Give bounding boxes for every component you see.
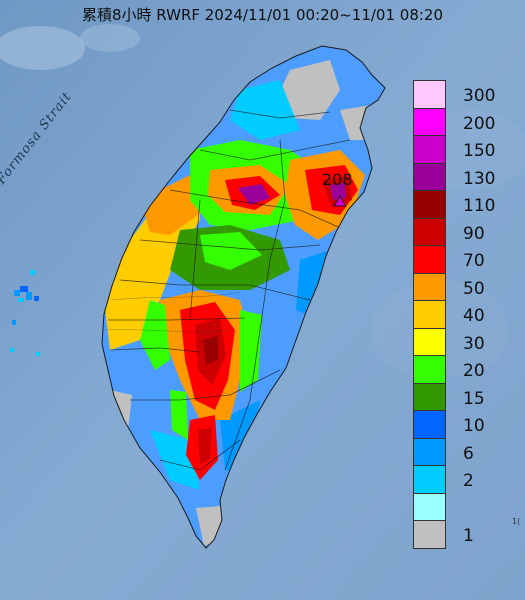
legend-label: 15 <box>463 388 485 409</box>
legend-swatch <box>413 217 446 246</box>
legend-swatch <box>413 190 446 219</box>
legend-label: 10 <box>463 416 485 436</box>
legend-label: 2 <box>463 471 474 491</box>
legend-swatch <box>413 300 446 329</box>
legend-label: 1 <box>463 526 474 546</box>
legend-label: 6 <box>463 443 474 464</box>
legend-swatch <box>413 465 446 494</box>
legend-label: 70 <box>463 251 485 271</box>
legend-swatch <box>413 162 446 191</box>
legend-swatch <box>413 492 446 521</box>
legend-swatch <box>413 382 446 411</box>
legend-label: 40 <box>463 306 485 326</box>
legend-label: 150 <box>463 141 496 161</box>
legend-label: 30 <box>463 333 485 354</box>
island-outline <box>101 45 386 549</box>
legend-label: 20 <box>463 361 485 381</box>
legend-label: 200 <box>463 113 496 134</box>
corner-label: 1( <box>512 517 521 526</box>
legend-swatch <box>413 437 446 466</box>
legend-swatch <box>413 410 446 439</box>
legend-label: 130 <box>463 168 496 189</box>
legend-swatch <box>413 327 446 356</box>
legend-swatch <box>413 135 446 164</box>
legend-swatch <box>413 80 446 109</box>
legend-label: 300 <box>463 86 496 106</box>
legend-swatch <box>413 355 446 384</box>
map-title: 累積8小時 RWRF 2024/11/01 00:20~11/01 08:20 <box>81 6 444 24</box>
legend-swatch <box>413 245 446 274</box>
legend-swatch <box>413 107 446 136</box>
max-value-label: 208 <box>322 170 353 189</box>
legend-swatch <box>413 520 446 549</box>
legend-label: 90 <box>463 223 485 244</box>
legend-swatch <box>413 272 446 301</box>
legend-label: 50 <box>463 278 485 299</box>
legend-label: 110 <box>463 196 496 216</box>
strait-echoes <box>10 270 40 356</box>
max-rainfall-marker <box>333 195 347 207</box>
